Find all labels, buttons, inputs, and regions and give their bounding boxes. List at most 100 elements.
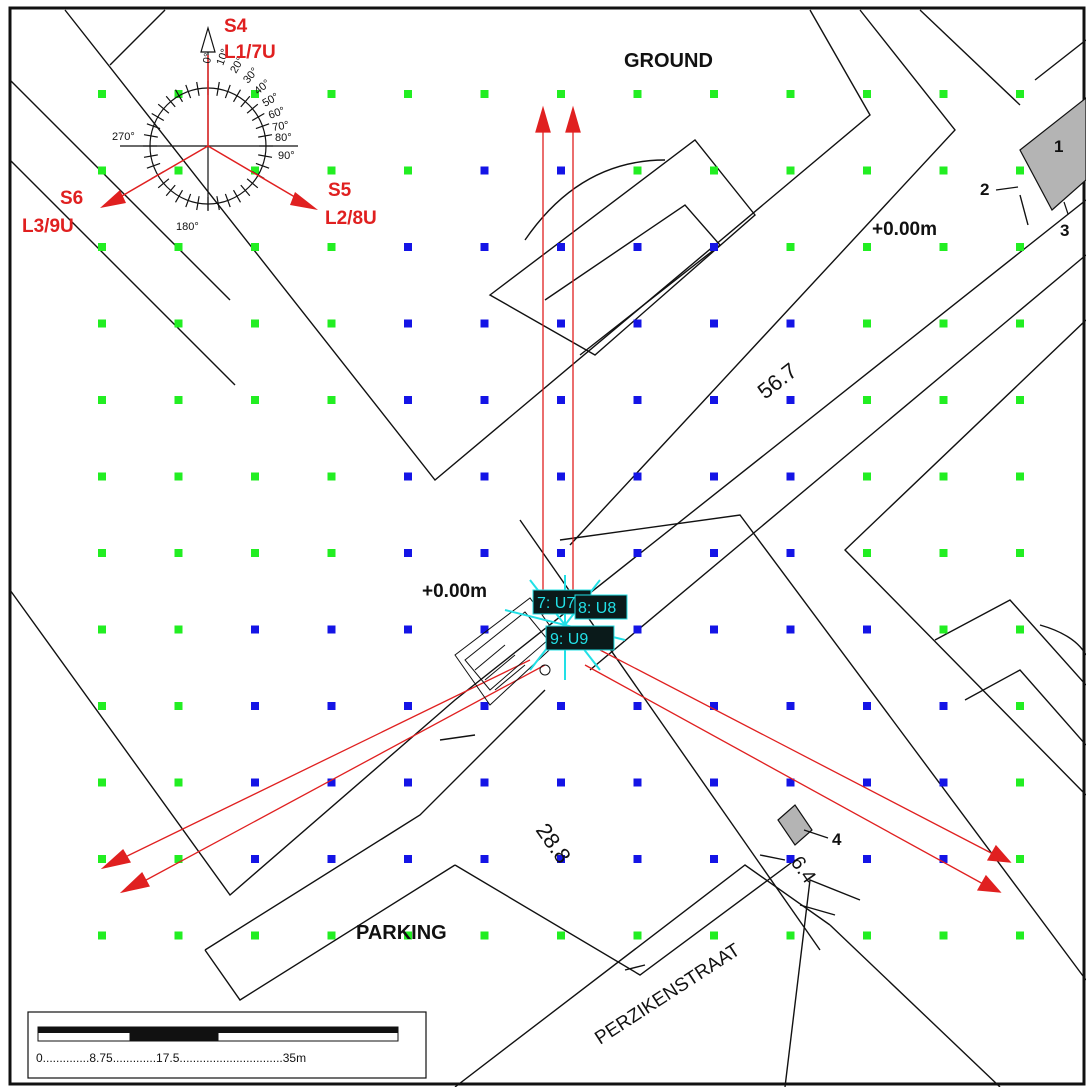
grid-point xyxy=(480,90,489,98)
compass-tick xyxy=(196,81,200,96)
scale-text: 0..............8.75.............17.5....… xyxy=(36,1051,306,1065)
source-s4-id[interactable]: S4 xyxy=(224,16,248,37)
grid-point xyxy=(939,625,948,634)
grid-point xyxy=(557,166,565,175)
compass-tick xyxy=(258,154,273,158)
grid-point xyxy=(174,166,183,175)
receiver-box-8 xyxy=(574,594,628,620)
grid-point xyxy=(863,90,871,98)
source-s5-id[interactable]: S5 xyxy=(328,180,352,201)
grid-point xyxy=(1016,625,1024,634)
marker-1: 1 xyxy=(1054,137,1063,156)
source-s6-id[interactable]: S6 xyxy=(60,188,83,209)
grid-point xyxy=(1016,702,1024,710)
map-frame xyxy=(8,6,1086,1086)
grid-point xyxy=(480,855,489,863)
grid-point xyxy=(404,702,412,710)
scale-seg-2 xyxy=(129,1026,219,1042)
compass-tick xyxy=(146,162,161,169)
grid-point xyxy=(557,319,565,328)
compass-tick xyxy=(240,184,251,197)
grid-point xyxy=(939,243,948,251)
grid-point xyxy=(1016,243,1024,251)
scale-bar: 0..............8.75.............17.5....… xyxy=(27,1011,427,1079)
grid-point xyxy=(633,472,642,481)
grid-point xyxy=(251,549,259,557)
grid-point xyxy=(327,549,336,557)
grid-point xyxy=(327,931,336,940)
grid-point xyxy=(710,855,718,863)
compass-label-0: 0° xyxy=(201,52,215,64)
grid-point xyxy=(404,90,412,98)
grid-point xyxy=(1016,472,1024,481)
site-outlines xyxy=(9,9,1086,1087)
grid-point xyxy=(863,319,871,328)
grid-point xyxy=(480,625,489,634)
compass-tick xyxy=(251,112,265,122)
grid-point xyxy=(939,90,948,98)
compass-tick xyxy=(216,81,220,96)
compass-tick xyxy=(174,89,184,103)
arrow-head-s4a xyxy=(535,105,551,133)
grid-point xyxy=(174,855,183,863)
grid-point xyxy=(786,472,795,481)
compass-tick xyxy=(143,134,158,138)
grid-point xyxy=(404,778,412,787)
grid-point xyxy=(480,778,489,787)
receiver-box-9 xyxy=(545,625,615,651)
compass-arrow-s6 xyxy=(100,190,126,208)
compass-tick xyxy=(165,184,176,197)
grid-point xyxy=(863,166,871,175)
grid-point xyxy=(98,778,106,787)
source-s4-lines: L1/7U xyxy=(224,42,276,63)
grid-point xyxy=(174,396,183,404)
grid-point xyxy=(327,243,336,251)
compass-tick-labels: 0° 10° 20° 30° 40° 50° 60° 70° 80° 90° 1… xyxy=(112,47,295,233)
grid-point xyxy=(404,931,412,940)
compass-arrow-s5 xyxy=(290,192,318,210)
neighbour-buildings xyxy=(777,97,1086,846)
compass-tick xyxy=(224,84,231,99)
grid-point xyxy=(633,778,642,787)
grid-point xyxy=(251,243,259,251)
grid-point xyxy=(710,702,718,710)
grid-point xyxy=(98,702,106,710)
compass-tick xyxy=(240,95,251,108)
receiver-label-7[interactable]: 7: U7 xyxy=(537,595,575,612)
grid-point xyxy=(786,702,795,710)
receiver-label-8[interactable]: 8: U8 xyxy=(578,600,616,617)
compass-tick xyxy=(255,123,270,130)
grid-point xyxy=(174,319,183,328)
marker-3: 3 xyxy=(1060,221,1069,240)
compass-tick xyxy=(196,196,200,211)
grid-point xyxy=(480,702,489,710)
grid-point xyxy=(557,396,565,404)
arrow-head-s5a xyxy=(986,844,1012,863)
grid-point xyxy=(98,549,106,557)
compass-tick xyxy=(146,123,161,130)
grid-point xyxy=(98,855,106,863)
source-labels: S4 L1/7U S5 L2/8U S6 L3/9U xyxy=(22,16,377,237)
grid-point xyxy=(710,396,718,404)
grid-point xyxy=(98,90,106,98)
grid-point xyxy=(251,166,259,175)
grid-point xyxy=(863,702,871,710)
grid-point xyxy=(327,319,336,328)
grid-point xyxy=(1016,90,1024,98)
grid-point xyxy=(404,625,412,634)
grid-point xyxy=(174,702,183,710)
receiver-label-9[interactable]: 9: U9 xyxy=(550,631,588,648)
arrow-head-s5b xyxy=(976,874,1002,893)
grid-point xyxy=(786,625,795,634)
grid-point xyxy=(710,472,718,481)
grid-point xyxy=(251,702,259,710)
grid-point xyxy=(939,472,948,481)
grid-points xyxy=(98,90,1024,940)
grid-point xyxy=(710,549,718,557)
grid-point xyxy=(174,472,183,481)
grid-point xyxy=(480,243,489,251)
grid-point xyxy=(480,472,489,481)
grid-point xyxy=(786,319,795,328)
grid-point xyxy=(710,778,718,787)
